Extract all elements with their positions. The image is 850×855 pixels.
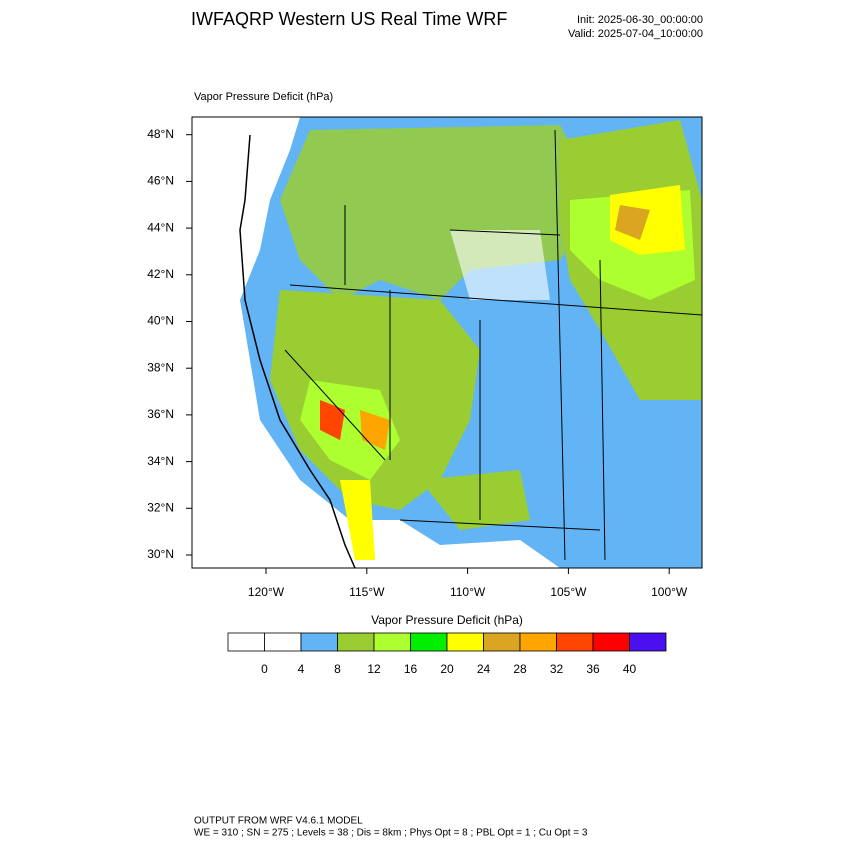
lat-label: 34°N [147,454,174,468]
colorbar-tick-label: 4 [298,662,305,676]
colorbar-tick-label: 28 [513,662,527,676]
footer-line: WE = 310 ; SN = 275 ; Levels = 38 ; Dis … [194,828,588,839]
colorbar-tick-label: 0 [261,662,268,676]
colorbar-tick-label: 40 [623,662,637,676]
colorbar-tick-label: 32 [550,662,564,676]
colorbar-box [483,632,521,652]
lat-label: 44°N [147,220,174,234]
lat-label: 46°N [147,174,174,188]
colorbar-title: Vapor Pressure Deficit (hPa) [371,613,523,627]
lat-label: 32°N [147,500,174,514]
colorbar-box [410,632,448,652]
valid-time: Valid: 2025-07-04_10:00:00 [568,28,703,40]
lon-label: 120°W [248,585,285,599]
lon-label: 115°W [349,585,385,599]
lon-label: 105°W [550,585,587,599]
lon-label: 110°W [450,585,486,599]
colorbar-box [556,632,594,652]
lat-label: 48°N [147,127,174,141]
lat-label: 30°N [147,547,174,561]
title: IWFAQRP Western US Real Time WRF [191,9,507,29]
colorbar-box [519,632,557,652]
colorbar-box [337,632,375,652]
lon-label: 100°W [651,585,688,599]
lat-label: 42°N [147,267,174,281]
colorbar-box [629,632,667,652]
map-label: Vapor Pressure Deficit (hPa) [194,91,333,103]
colorbar-tick-label: 8 [334,662,341,676]
lat-label: 40°N [147,314,174,328]
colorbar-tick-label: 24 [477,662,491,676]
lat-label: 38°N [147,360,174,374]
map [191,116,703,569]
colorbar-tick-label: 12 [367,662,381,676]
colorbar-box [227,632,265,652]
colorbar-tick-label: 36 [586,662,600,676]
colorbar-box [592,632,630,652]
colorbar-tick-label: 16 [404,662,418,676]
colorbar-box [373,632,411,652]
colorbar: Vapor Pressure Deficit (hPa) [371,613,523,627]
colorbar-box [446,632,484,652]
colorbar-box [264,632,302,652]
lat-label: 36°N [147,407,174,421]
footer-line: OUTPUT FROM WRF V4.6.1 MODEL [194,816,363,827]
colorbar-tick-label: 20 [440,662,454,676]
colorbar-box [300,632,338,652]
init-time: Init: 2025-06-30_00:00:00 [577,14,703,26]
